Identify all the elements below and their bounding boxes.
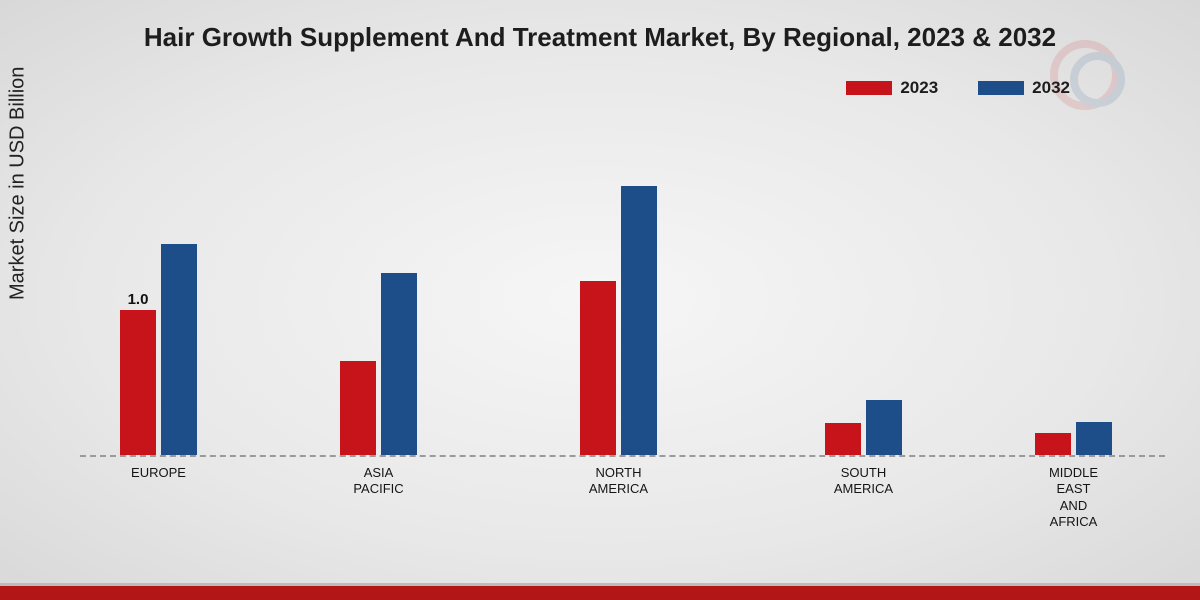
bar-2023-4: [1035, 433, 1071, 455]
bar-2032-3: [866, 400, 902, 455]
legend-swatch-2023: [846, 81, 892, 95]
bar-2032-0: [161, 244, 197, 455]
bar-2032-1: [381, 273, 417, 455]
plot-area: 1.0EUROPEASIA PACIFICNORTH AMERICASOUTH …: [80, 150, 1165, 455]
bar-2023-0: [120, 310, 156, 455]
bar-2023-2: [580, 281, 616, 455]
legend-swatch-2032: [978, 81, 1024, 95]
bar-2023-3: [825, 423, 861, 455]
chart-canvas: Hair Growth Supplement And Treatment Mar…: [0, 0, 1200, 600]
category-label: MIDDLE EAST AND AFRICA: [1014, 465, 1134, 530]
bar-2023-1: [340, 361, 376, 455]
y-axis-label: Market Size in USD Billion: [7, 67, 30, 300]
legend: 2023 2032: [846, 78, 1070, 98]
footer-accent-bar: [0, 586, 1200, 600]
category-label: ASIA PACIFIC: [319, 465, 439, 498]
chart-title: Hair Growth Supplement And Treatment Mar…: [0, 22, 1200, 53]
category-label: SOUTH AMERICA: [804, 465, 924, 498]
bar-value-label: 1.0: [128, 291, 149, 308]
bar-2032-4: [1076, 422, 1112, 455]
watermark-ring-inner: [1070, 52, 1125, 107]
x-axis-baseline: [80, 455, 1165, 457]
legend-item-2032: 2032: [978, 78, 1070, 98]
legend-label-2032: 2032: [1032, 78, 1070, 98]
legend-item-2023: 2023: [846, 78, 938, 98]
category-label: EUROPE: [99, 465, 219, 481]
legend-label-2023: 2023: [900, 78, 938, 98]
bar-2032-2: [621, 186, 657, 455]
category-label: NORTH AMERICA: [559, 465, 679, 498]
